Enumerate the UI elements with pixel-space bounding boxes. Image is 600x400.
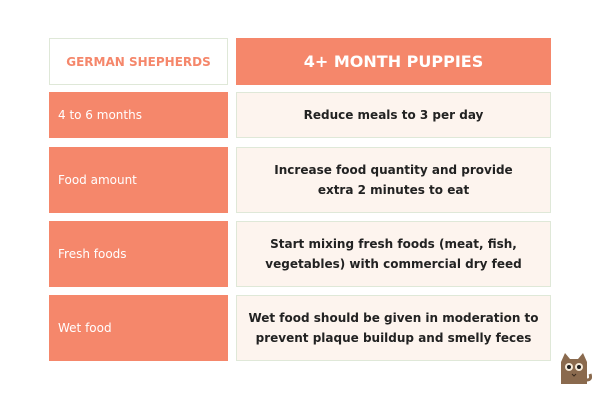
text-line: Start mixing fresh foods (meat, fish,	[270, 237, 517, 251]
row-text: Increase food quantity and provide extra…	[236, 147, 551, 213]
row-label: Wet food	[49, 295, 228, 361]
text-line: extra 2 minutes to eat	[317, 183, 470, 197]
text-line: Wet food should be given in moderation t…	[248, 311, 539, 325]
text-line: Reduce meals to 3 per day	[303, 108, 484, 122]
row-text: Reduce meals to 3 per day	[236, 92, 551, 138]
cat-icon	[561, 353, 592, 384]
header-right: 4+ MONTH PUPPIES	[236, 38, 551, 85]
row-label: Fresh foods	[49, 221, 228, 287]
text-line: vegetables) with commercial dry feed	[265, 257, 522, 271]
row-text: Start mixing fresh foods (meat, fish, ve…	[236, 221, 551, 287]
row-text: Wet food should be given in moderation t…	[236, 295, 551, 361]
header-left: GERMAN SHEPHERDS	[49, 38, 228, 85]
text-line: prevent plaque buildup and smelly feces	[255, 331, 532, 345]
text-line: Increase food quantity and provide	[274, 163, 513, 177]
row-label: 4 to 6 months	[49, 92, 228, 138]
row-label: Food amount	[49, 147, 228, 213]
